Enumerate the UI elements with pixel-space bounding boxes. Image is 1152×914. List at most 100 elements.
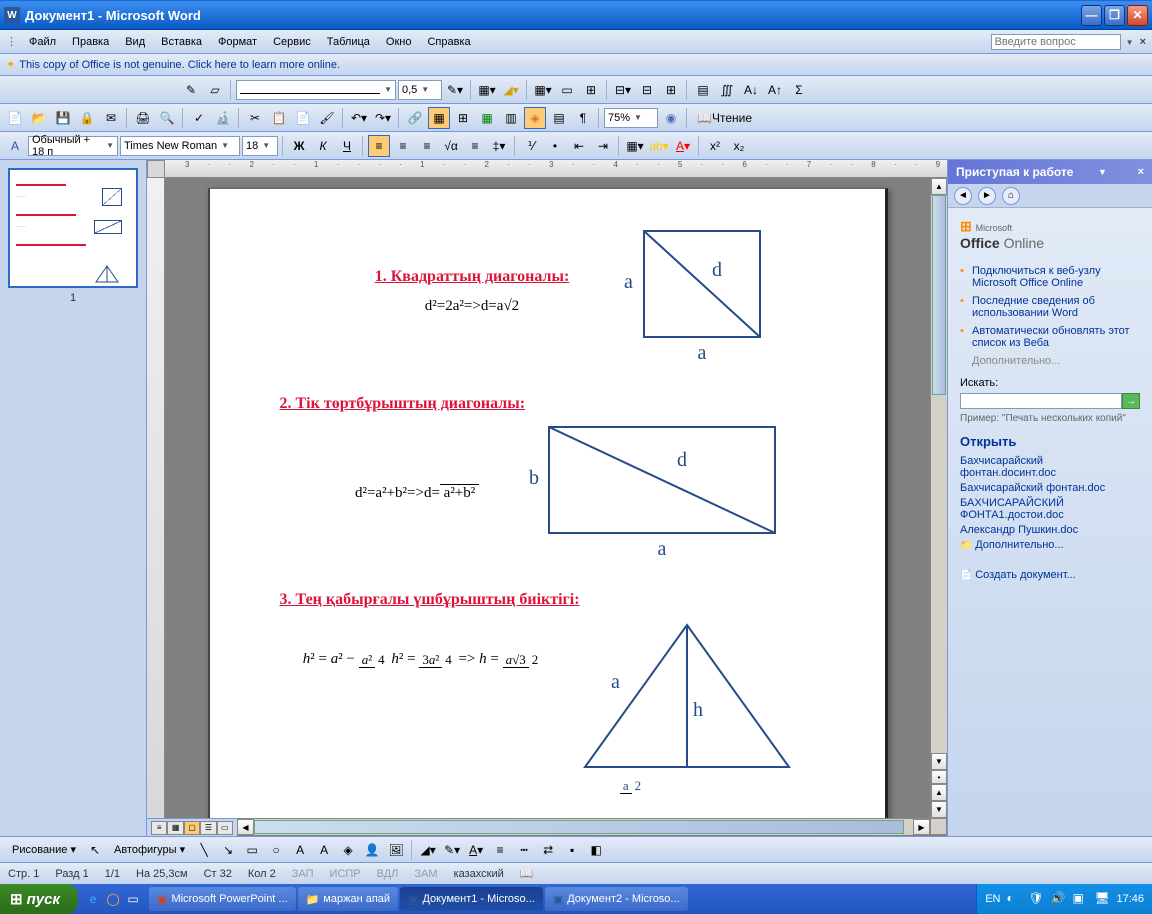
autoformat-icon[interactable]: ▤ (692, 79, 714, 101)
zoom-combo[interactable]: 75%▼ (604, 108, 658, 128)
menu-file[interactable]: Файл (21, 34, 64, 50)
page-thumbnail[interactable]: ····· ····· (8, 168, 138, 288)
maximize-button[interactable]: ❐ (1104, 5, 1125, 26)
bold-icon[interactable]: Ж (288, 135, 310, 157)
select-objects-icon[interactable]: ↖ (84, 839, 106, 861)
open-more-link[interactable]: Дополнительно... (960, 539, 1140, 551)
tables-borders-toggle-icon[interactable]: ▦ (428, 107, 450, 129)
border-color-icon[interactable]: ✎▾ (444, 79, 466, 101)
research-icon[interactable]: 🔬 (212, 107, 234, 129)
rectangle-tool-icon[interactable]: ▭ (241, 839, 263, 861)
recent-file-3[interactable]: БАХЧИСАРАЙСКИЙ ФОНТА1.достои.doc (960, 497, 1140, 521)
decrease-indent-icon[interactable]: ⇤ (568, 135, 590, 157)
styles-pane-icon[interactable]: A (4, 135, 26, 157)
task-forward-icon[interactable]: ► (978, 187, 996, 205)
shadow-icon[interactable]: ▪ (561, 839, 583, 861)
undo-icon[interactable]: ↶▾ (348, 107, 370, 129)
superscript-icon[interactable]: x² (704, 135, 726, 157)
minimize-button[interactable]: — (1081, 5, 1102, 26)
recent-file-4[interactable]: Александр Пушкин.doc (960, 524, 1140, 536)
print-preview-icon[interactable]: 🔍 (156, 107, 178, 129)
font-combo[interactable]: Times New Roman▼ (120, 136, 240, 156)
line-style-icon[interactable]: ≡ (489, 839, 511, 861)
tray-icon-2[interactable]: 🛡 (1028, 891, 1044, 907)
line-style-combo[interactable]: ▼ (236, 80, 396, 100)
hyperlink-icon[interactable]: 🔗 (404, 107, 426, 129)
align-center-icon[interactable]: ≡ (392, 135, 414, 157)
underline-icon[interactable]: Ч (336, 135, 358, 157)
task-pane-close-icon[interactable]: × (1138, 166, 1144, 178)
excel-icon[interactable]: ▦ (476, 107, 498, 129)
arrow-tool-icon[interactable]: ↘ (217, 839, 239, 861)
line-color-icon[interactable]: ✎▾ (441, 839, 463, 861)
help-icon[interactable]: ◉ (660, 107, 682, 129)
link-word-news[interactable]: Последние сведения об использовании Word (960, 295, 1140, 319)
taskbar-item-doc1[interactable]: ▣Документ1 - Microso... (400, 887, 543, 911)
web-view-icon[interactable]: ▦ (167, 821, 183, 835)
columns-icon[interactable]: ▥ (500, 107, 522, 129)
align-left-icon[interactable]: ≡ (368, 135, 390, 157)
start-button[interactable]: ⊞пуск (0, 884, 78, 914)
fill-color-icon[interactable]: ◢▾ (417, 839, 439, 861)
textbox-tool-icon[interactable]: A (289, 839, 311, 861)
align-justify-icon[interactable]: ≡ (464, 135, 486, 157)
arrow-style-icon[interactable]: ⇄ (537, 839, 559, 861)
ql-desktop-icon[interactable]: ▭ (124, 890, 142, 908)
show-marks-icon[interactable]: ¶ (572, 107, 594, 129)
merge-cells-icon[interactable]: ▭ (556, 79, 578, 101)
equation-icon[interactable]: √α (440, 135, 462, 157)
taskbar-item-doc2[interactable]: ▣Документ2 - Microso... (545, 887, 688, 911)
shading-icon[interactable]: ◢▾ (500, 79, 522, 101)
horizontal-scrollbar[interactable]: ◀ ▶ (237, 818, 930, 835)
email-icon[interactable]: ✉ (100, 107, 122, 129)
taskbar-item-powerpoint[interactable]: ▣Microsoft PowerPoint ... (149, 887, 296, 911)
align-cells-icon[interactable]: ⊟▾ (612, 79, 634, 101)
drawing-toggle-icon[interactable]: ◈ (524, 107, 546, 129)
status-language[interactable]: казахский (454, 868, 504, 880)
menu-format[interactable]: Формат (210, 34, 265, 50)
permission-icon[interactable]: 🔒 (76, 107, 98, 129)
line-tool-icon[interactable]: ╲ (193, 839, 215, 861)
ql-browser-icon[interactable]: ◯ (104, 890, 122, 908)
menu-tools[interactable]: Сервис (265, 34, 319, 50)
sort-asc-icon[interactable]: A↓ (740, 79, 762, 101)
increase-indent-icon[interactable]: ⇥ (592, 135, 614, 157)
new-doc-icon[interactable]: 📄 (4, 107, 26, 129)
text-direction-icon[interactable]: ∭ (716, 79, 738, 101)
3d-icon[interactable]: ◧ (585, 839, 607, 861)
status-spellcheck-icon[interactable]: 📖 (520, 867, 534, 880)
link-auto-update-list[interactable]: Автоматически обновлять этот список из В… (960, 325, 1140, 349)
sort-desc-icon[interactable]: A↑ (764, 79, 786, 101)
diagram-icon[interactable]: ◈ (337, 839, 359, 861)
menu-view[interactable]: Вид (117, 34, 153, 50)
save-icon[interactable]: 💾 (52, 107, 74, 129)
dash-style-icon[interactable]: ┅ (513, 839, 535, 861)
status-trk[interactable]: ИСПР (330, 868, 361, 880)
menu-window[interactable]: Окно (378, 34, 420, 50)
genuine-notice-bar[interactable]: ✦ This copy of Office is not genuine. Cl… (0, 54, 1152, 76)
borders-btn-icon[interactable]: ▦▾ (624, 135, 646, 157)
line-spacing-icon[interactable]: ‡▾ (488, 135, 510, 157)
oval-tool-icon[interactable]: ○ (265, 839, 287, 861)
status-ovr[interactable]: ЗАМ (414, 868, 437, 880)
help-dropdown-icon[interactable]: ▼ (1126, 38, 1134, 47)
autoshapes-menu[interactable]: Автофигуры ▾ (108, 841, 191, 858)
tray-clock[interactable]: 17:46 (1116, 893, 1144, 905)
fontsize-combo[interactable]: 18▼ (242, 136, 278, 156)
menu-help[interactable]: Справка (419, 34, 478, 50)
font-color-icon[interactable]: A▾ (672, 135, 694, 157)
task-back-icon[interactable]: ◄ (954, 187, 972, 205)
horizontal-ruler[interactable]: 3 · · 2 · · 1 · · · · 1 · · 2 · · 3 · · … (165, 160, 947, 178)
redo-icon[interactable]: ↷▾ (372, 107, 394, 129)
borders-icon[interactable]: ▦▾ (476, 79, 498, 101)
autosum-icon[interactable]: Σ (788, 79, 810, 101)
help-question-input[interactable] (991, 34, 1121, 50)
outline-view-icon[interactable]: ☰ (200, 821, 216, 835)
distribute-cols-icon[interactable]: ⊞ (660, 79, 682, 101)
font-color-draw-icon[interactable]: A▾ (465, 839, 487, 861)
paste-icon[interactable]: 📄 (292, 107, 314, 129)
split-cells-icon[interactable]: ⊞ (580, 79, 602, 101)
align-right-icon[interactable]: ≡ (416, 135, 438, 157)
search-go-button[interactable]: → (1122, 393, 1140, 409)
status-rec[interactable]: ЗАП (292, 868, 314, 880)
